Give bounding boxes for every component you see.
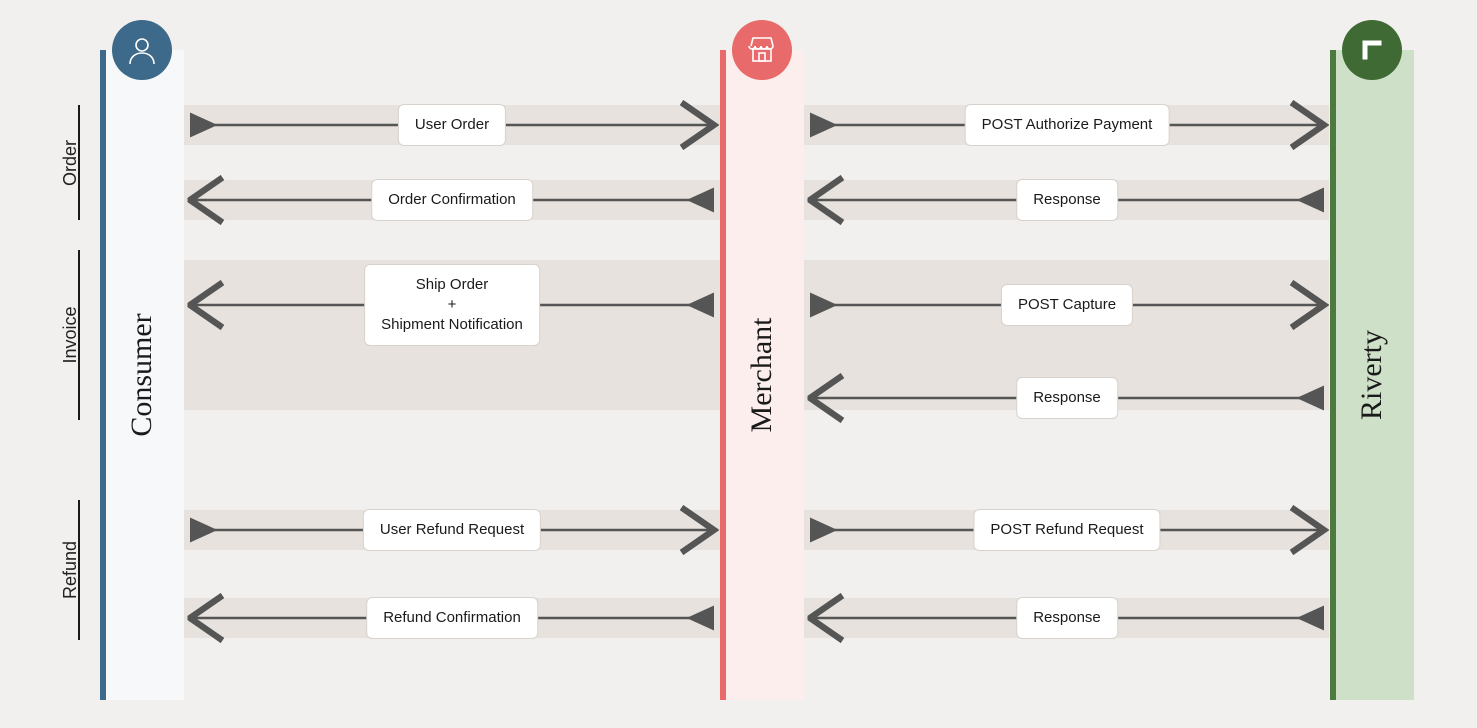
lane-label-consumer: Consumer — [125, 313, 159, 436]
lane-label-riverty: Riverty — [1355, 330, 1389, 420]
lane-consumer: Consumer — [100, 50, 184, 700]
lane-label-merchant: Merchant — [745, 318, 779, 433]
message-box: Response — [1016, 597, 1118, 639]
message-box: Ship Order + Shipment Notification — [364, 264, 540, 347]
message-box: POST Authorize Payment — [965, 104, 1170, 146]
phase-line-invoice — [78, 250, 80, 420]
lane-merchant: Merchant — [720, 50, 804, 700]
store-icon — [732, 20, 792, 80]
phase-line-refund — [78, 500, 80, 640]
message-box: Order Confirmation — [371, 179, 533, 221]
message-box: User Order — [398, 104, 506, 146]
message-box: Response — [1016, 377, 1118, 419]
message-box: POST Refund Request — [973, 509, 1160, 551]
person-icon — [112, 20, 172, 80]
phase-line-order — [78, 105, 80, 220]
message-box: Response — [1016, 179, 1118, 221]
message-box: POST Capture — [1001, 284, 1133, 326]
sequence-diagram: ConsumerMerchantRivertyOrderInvoiceRefun… — [0, 0, 1477, 728]
message-box: Refund Confirmation — [366, 597, 538, 639]
lane-riverty: Riverty — [1330, 50, 1414, 700]
riverty-icon — [1342, 20, 1402, 80]
message-box: User Refund Request — [363, 509, 541, 551]
